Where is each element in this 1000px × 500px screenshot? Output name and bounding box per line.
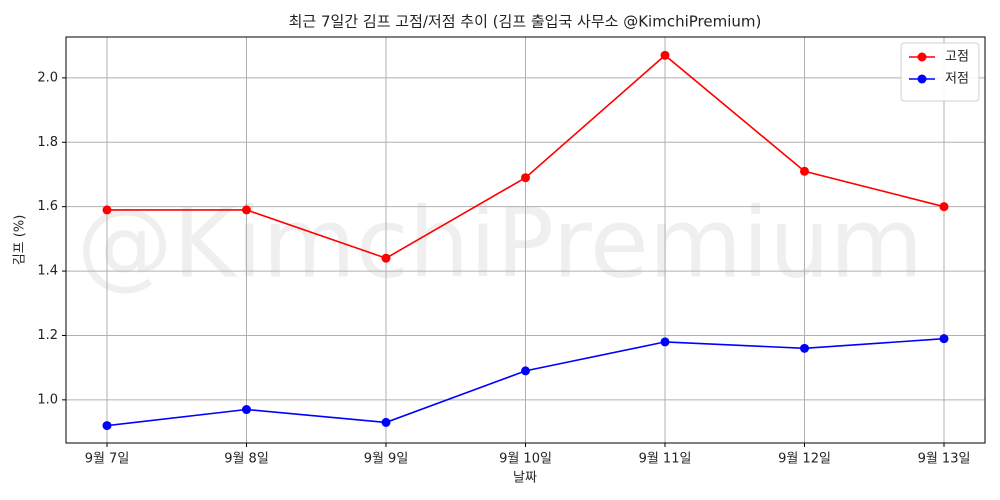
point [381, 253, 391, 263]
x-tick-label: 9월 9일 [364, 452, 409, 467]
legend-label: 고점 [945, 50, 969, 65]
watermark: @KimchiPremium [77, 187, 924, 299]
x-axis-label: 날짜 [513, 471, 537, 486]
y-tick-label: 2.0 [37, 70, 58, 85]
point [102, 205, 112, 215]
x-tick-label: 9월 13일 [918, 452, 971, 467]
point [242, 205, 251, 215]
plot-frame [65, 36, 986, 444]
y-axis-label: 김프 (%) [13, 215, 28, 266]
point [660, 50, 670, 60]
x-tick-label: 9월 12일 [778, 452, 831, 467]
x-tick-label: 9월 8일 [224, 452, 269, 467]
point [521, 366, 530, 376]
legend-marker [917, 74, 927, 84]
y-tick-label: 1.4 [37, 264, 58, 279]
y-tick-label: 1.2 [37, 328, 58, 343]
point [660, 337, 670, 347]
point [102, 421, 112, 431]
x-tick-label: 9월 11일 [639, 452, 692, 467]
point [242, 405, 251, 415]
legend-marker [917, 52, 927, 62]
point [939, 202, 949, 212]
x-tick-label: 9월 10일 [499, 452, 552, 467]
point [800, 343, 809, 353]
point [800, 166, 809, 176]
y-tick-label: 1.0 [37, 392, 58, 407]
legend-label: 저점 [945, 72, 969, 87]
chart-title: 최근 7일간 김프 고점/저점 추이 (김프 출입국 사무소 @KimchiPr… [289, 13, 762, 31]
point [939, 334, 949, 344]
y-tick-label: 1.6 [37, 199, 58, 214]
point [381, 417, 391, 427]
y-tick-label: 1.8 [37, 135, 58, 150]
point [521, 173, 530, 183]
x-tick-label: 9월 7일 [85, 452, 130, 467]
